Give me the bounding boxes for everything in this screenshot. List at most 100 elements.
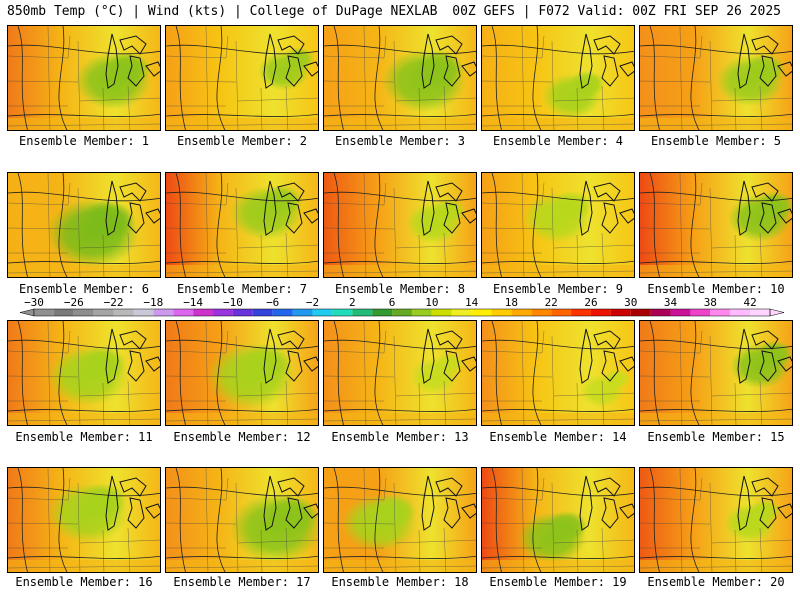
great-lakes-outline bbox=[105, 328, 160, 384]
temperature-map bbox=[324, 26, 476, 130]
colorbar-tick-label: 34 bbox=[664, 296, 678, 309]
temperature-colorbar: −30 −26 −22 −18 −14 −10 −6 −2 2 6 10 14 18 22 26 30 34 38… bbox=[19, 296, 785, 317]
ensemble-member-label: Ensemble Member: 20 bbox=[647, 575, 785, 589]
colorbar-swatch bbox=[531, 309, 552, 316]
ensemble-panel bbox=[323, 320, 477, 426]
ensemble-member-label: Ensemble Member: 5 bbox=[650, 134, 782, 148]
great-lakes-outline bbox=[737, 180, 792, 236]
colorbar-swatch bbox=[451, 309, 472, 316]
colorbar-swatch bbox=[670, 309, 691, 316]
colorbar-tick-label: −10 bbox=[223, 296, 243, 309]
colorbar-swatch bbox=[113, 309, 134, 316]
colorbar-tick-label: 42 bbox=[743, 296, 756, 309]
colorbar-swatch bbox=[53, 309, 74, 316]
colorbar-swatch bbox=[511, 309, 532, 316]
colorbar-swatch bbox=[312, 309, 333, 316]
colorbar-tick-label: 30 bbox=[624, 296, 637, 309]
ensemble-member-label: Ensemble Member: 8 bbox=[334, 282, 466, 296]
great-lakes-outline bbox=[263, 180, 318, 236]
ensemble-panel bbox=[481, 467, 635, 573]
ensemble-panel bbox=[165, 467, 319, 573]
colorbar-tick-label: −18 bbox=[143, 296, 163, 309]
colorbar-tick-label: 38 bbox=[704, 296, 717, 309]
colorbar-swatch bbox=[252, 309, 273, 316]
colorbar-swatch bbox=[332, 309, 353, 316]
temperature-map bbox=[482, 173, 634, 277]
ensemble-member-label: Ensemble Member: 7 bbox=[176, 282, 308, 296]
colorbar-tick-label: −2 bbox=[306, 296, 319, 309]
colorbar-swatch bbox=[193, 309, 214, 316]
colorbar-swatch bbox=[650, 309, 671, 316]
colorbar-swatch bbox=[590, 309, 611, 316]
colorbar-tick-label: 18 bbox=[505, 296, 518, 309]
ensemble-panel bbox=[7, 25, 161, 131]
colorbar-swatch bbox=[411, 309, 432, 316]
great-lakes-outline bbox=[263, 33, 318, 89]
temperature-map bbox=[324, 321, 476, 425]
ensemble-member-label: Ensemble Member: 2 bbox=[176, 134, 308, 148]
great-lakes-outline bbox=[105, 180, 160, 236]
colorbar-tick-label: 22 bbox=[545, 296, 558, 309]
colorbar-swatch bbox=[471, 309, 492, 316]
temperature-map bbox=[8, 26, 160, 130]
great-lakes-outline bbox=[105, 33, 160, 89]
ensemble-member-label: Ensemble Member: 12 bbox=[173, 430, 311, 444]
colorbar-tick-label: 26 bbox=[584, 296, 597, 309]
great-lakes-outline bbox=[579, 475, 634, 531]
great-lakes-outline bbox=[579, 328, 634, 384]
ensemble-member-label: Ensemble Member: 19 bbox=[489, 575, 627, 589]
header-valid-time: 00Z GEFS | F072 Valid: 00Z FRI SEP 26 20… bbox=[452, 4, 781, 19]
ensemble-member-label: Ensemble Member: 9 bbox=[492, 282, 624, 296]
colorbar-swatch bbox=[153, 309, 174, 316]
colorbar-tick-label: 2 bbox=[349, 296, 356, 309]
temperature-map bbox=[640, 173, 792, 277]
ensemble-member-label: Ensemble Member: 10 bbox=[647, 282, 785, 296]
colorbar-swatch bbox=[710, 309, 731, 316]
temperature-map bbox=[640, 321, 792, 425]
ensemble-member-label: Ensemble Member: 14 bbox=[489, 430, 627, 444]
colorbar-tick-label: −30 bbox=[24, 296, 44, 309]
great-lakes-outline bbox=[737, 33, 792, 89]
colorbar-swatch bbox=[610, 309, 631, 316]
great-lakes-outline bbox=[579, 180, 634, 236]
colorbar-swatch bbox=[352, 309, 373, 316]
ensemble-panel bbox=[639, 172, 793, 278]
colorbar-swatch bbox=[173, 309, 194, 316]
temperature-map bbox=[8, 468, 160, 572]
temperature-map bbox=[640, 468, 792, 572]
ensemble-panel bbox=[481, 320, 635, 426]
great-lakes-outline bbox=[421, 328, 476, 384]
ensemble-member-label: Ensemble Member: 17 bbox=[173, 575, 311, 589]
colorbar-tick-label: −22 bbox=[104, 296, 124, 309]
colorbar-swatch bbox=[690, 309, 711, 316]
ensemble-panel bbox=[7, 320, 161, 426]
ensemble-member-label: Ensemble Member: 15 bbox=[647, 430, 785, 444]
colorbar-swatch bbox=[431, 309, 452, 316]
colorbar-swatch bbox=[292, 309, 313, 316]
colorbar-swatch bbox=[73, 309, 94, 316]
ensemble-panel bbox=[481, 172, 635, 278]
ensemble-member-label: Ensemble Member: 6 bbox=[18, 282, 150, 296]
great-lakes-outline bbox=[421, 33, 476, 89]
colorbar-swatch bbox=[272, 309, 293, 316]
ensemble-panel bbox=[323, 467, 477, 573]
ensemble-panel bbox=[323, 172, 477, 278]
colorbar-tick-label: 6 bbox=[389, 296, 396, 309]
great-lakes-outline bbox=[579, 33, 634, 89]
great-lakes-outline bbox=[105, 475, 160, 531]
colorbar-arrow-right bbox=[769, 308, 785, 317]
temperature-map bbox=[166, 468, 318, 572]
colorbar-tick-label: 14 bbox=[465, 296, 479, 309]
great-lakes-outline bbox=[737, 328, 792, 384]
great-lakes-outline bbox=[421, 475, 476, 531]
temperature-map bbox=[324, 468, 476, 572]
ensemble-member-label: Ensemble Member: 13 bbox=[331, 430, 469, 444]
colorbar-swatch bbox=[750, 309, 770, 316]
ensemble-member-label: Ensemble Member: 18 bbox=[331, 575, 469, 589]
ensemble-member-label: Ensemble Member: 16 bbox=[15, 575, 153, 589]
ensemble-panel bbox=[165, 25, 319, 131]
temperature-map bbox=[324, 173, 476, 277]
ensemble-member-label: Ensemble Member: 1 bbox=[18, 134, 150, 148]
colorbar-swatch bbox=[372, 309, 393, 316]
colorbar-arrow-left bbox=[19, 308, 35, 317]
